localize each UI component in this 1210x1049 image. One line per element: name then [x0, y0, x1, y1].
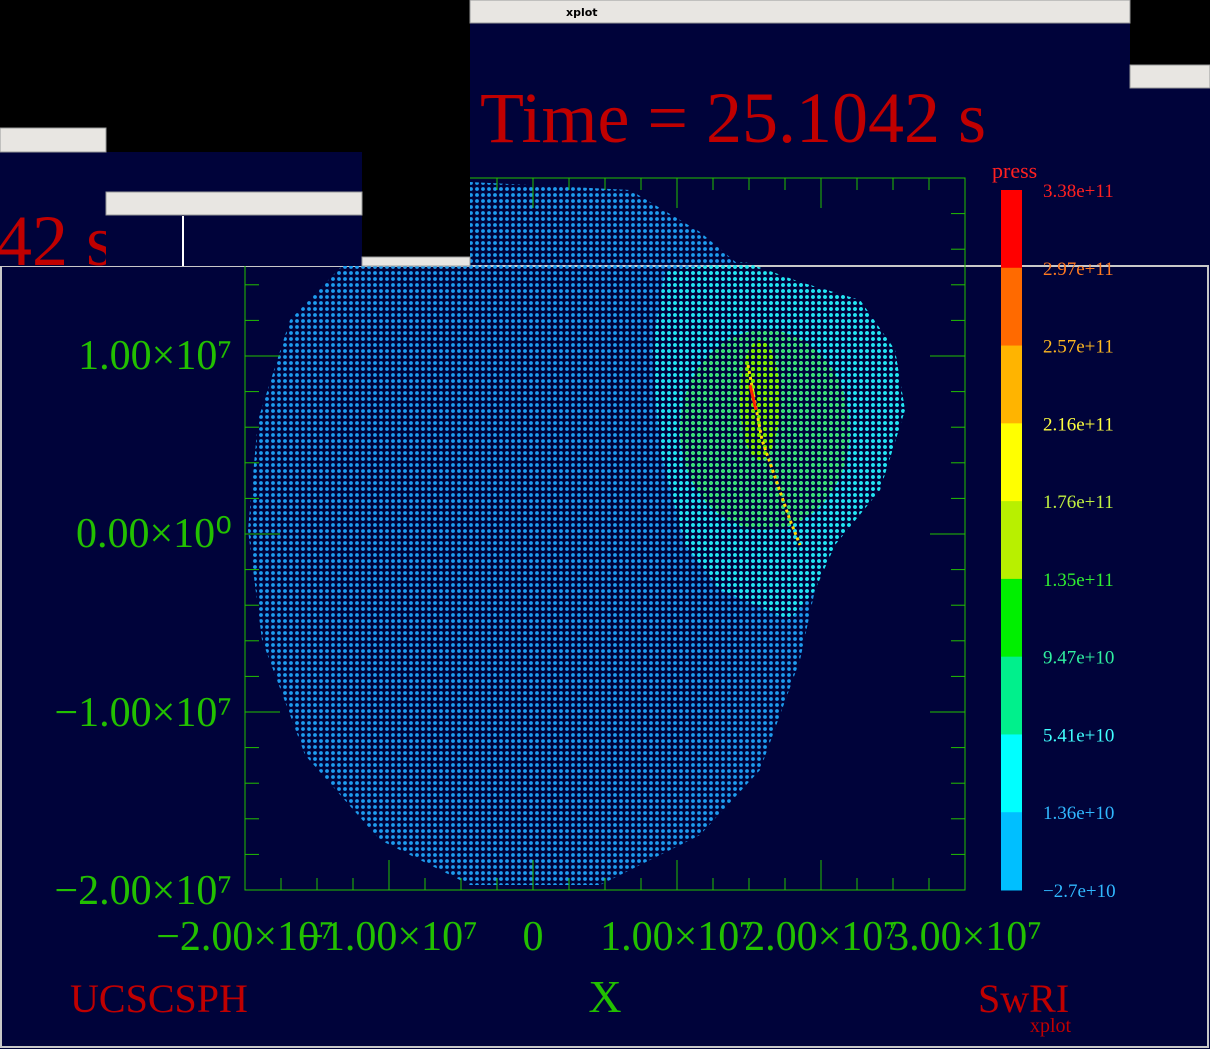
plot-title: Time = 25.1042 s: [480, 78, 986, 158]
back-window-title: 042 s: [0, 201, 114, 281]
x-tick-label: 3.00×10⁷: [888, 914, 1042, 960]
y-tick-label: −2.00×10⁷: [54, 868, 232, 914]
x-tick-label: −1.00×10⁷: [300, 914, 478, 960]
colorbar-segment: [1001, 190, 1022, 269]
colorbar-label: press: [992, 158, 1037, 183]
colorbar-tick-label: 1.36e+10: [1043, 803, 1114, 824]
colorbar-segment: [1001, 812, 1022, 891]
window-title: xplot: [566, 6, 598, 19]
colorbar-tick-label: 9.47e+10: [1043, 648, 1114, 669]
colorbar-tick-label: 1.76e+11: [1043, 492, 1114, 513]
x-tick-label: 1.00×10⁷: [600, 914, 754, 960]
colorbar-tick-label: 1.35e+11: [1043, 570, 1114, 591]
colorbar-segment: [1001, 578, 1022, 658]
title-bar[interactable]: [361, 256, 471, 267]
x-tick-label: 0: [523, 914, 544, 960]
x-tick-label: −2.00×10⁷: [156, 914, 334, 960]
footer-right: SwRI: [978, 976, 1069, 1021]
colorbar-segment: [1001, 501, 1022, 580]
colorbar-tick-label: 5.41e+10: [1043, 725, 1114, 746]
title-bar[interactable]: [105, 191, 363, 216]
footer-right-sub: xplot: [1030, 1015, 1072, 1037]
x-tick-label: 2.00×10⁷: [744, 914, 898, 960]
colorbar-tick-label: 2.16e+11: [1043, 414, 1114, 435]
title-bar[interactable]: [0, 127, 107, 153]
colorbar: press 3.38e+11 2.97e+11 2.57e+11 2.16e+11 1.7…: [992, 158, 1116, 902]
footer-left: UCSCSPH: [70, 976, 248, 1021]
y-tick-label: 1.00×10⁷: [78, 333, 232, 379]
desktop: [362, 192, 470, 257]
x-axis-label: X: [588, 971, 621, 1022]
colorbar-tick-label: 2.57e+11: [1043, 337, 1114, 358]
title-bar[interactable]: [1129, 64, 1210, 89]
y-tick-label: 0.00×10⁰: [76, 511, 232, 557]
colorbar-segment: [1001, 345, 1022, 424]
colorbar-tick-label: 3.38e+11: [1043, 181, 1114, 202]
colorbar-segment: [1001, 423, 1022, 502]
colorbar-segment: [1001, 734, 1022, 813]
colorbar-tick-label: 2.97e+11: [1043, 259, 1114, 280]
back-window-body: [106, 215, 362, 266]
colorbar-segment: [1001, 656, 1022, 735]
particle-cloud: [248, 182, 905, 885]
desktop: [1130, 0, 1210, 65]
desktop: [0, 0, 470, 128]
colorbar-segment: [1001, 267, 1022, 347]
colorbar-tick-label: −2.7e+10: [1043, 881, 1116, 902]
title-bar[interactable]: [469, 0, 1131, 24]
plot-frame: 1.00×10⁷0.00×10⁰−1.00×10⁷−2.00×10⁷−2.00×…: [54, 177, 1042, 960]
y-tick-label: −1.00×10⁷: [54, 690, 232, 736]
